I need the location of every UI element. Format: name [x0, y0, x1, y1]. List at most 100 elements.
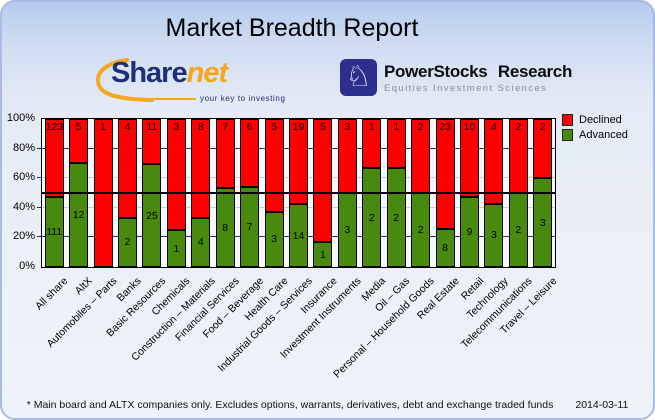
powerstocks-logo: ♘ PowerStocks Research Equities Investme…	[340, 59, 572, 96]
legend-label-advanced: Advanced	[579, 129, 628, 141]
declined-segment: 123	[44, 119, 64, 197]
y-tick-80	[37, 147, 42, 149]
legend-label-declined: Declined	[579, 114, 622, 126]
tagline-text: your key to investing	[200, 94, 286, 103]
advanced-count: 1	[320, 248, 326, 261]
footer: * Main board and ALTX companies only. Ex…	[2, 399, 653, 411]
advanced-count: 2	[393, 211, 400, 224]
advanced-segment: 2	[508, 193, 528, 267]
advanced-segment: 111	[44, 196, 64, 267]
advanced-segment: 2	[411, 193, 431, 267]
x-axis-labels: All share AltX Automobiles – Parts Banks Bas…	[33, 271, 559, 391]
powerstocks-badge: ♘	[340, 59, 377, 96]
declined-segment: 2	[533, 119, 553, 179]
declined-count: 4	[124, 121, 131, 133]
y-tick-label-60: 60%	[12, 171, 35, 184]
sharenet-wordmark: Sharenet	[111, 57, 228, 90]
bar-All share: 123 111	[44, 119, 64, 267]
y-axis-labels: 0% 20% 40% 60% 80% 100%	[2, 113, 37, 272]
declined-count: 5	[320, 121, 326, 133]
declined-segment: 1	[362, 119, 382, 169]
declined-count: 1	[368, 121, 375, 133]
declined-segment: 5	[69, 119, 89, 163]
declined-count: 10	[463, 121, 476, 133]
bar-Food – Beverage: 67	[240, 119, 260, 267]
chart-legend: Declined Advanced	[562, 114, 628, 144]
y-tick-label-40: 40%	[12, 200, 35, 213]
declined-count: 7	[222, 121, 229, 133]
legend-swatch-declined	[562, 114, 573, 126]
declined-count: 2	[515, 121, 522, 133]
declined-count: 8	[197, 121, 204, 133]
advanced-count: 7	[246, 220, 253, 233]
advanced-segment: 1	[166, 230, 186, 267]
declined-count: 23	[439, 121, 451, 133]
advanced-segment: 3	[533, 178, 553, 267]
advanced-segment: 12	[69, 162, 89, 267]
knight-icon: ♘	[345, 61, 372, 93]
declined-segment: 4	[484, 119, 504, 204]
bar-Investment Instruments: 33	[337, 119, 357, 267]
advanced-segment: 25	[142, 164, 162, 267]
advanced-segment: 2	[362, 168, 382, 267]
y-tick-40	[37, 206, 42, 208]
y-tick-20	[37, 236, 42, 238]
advanced-count: 2	[515, 223, 522, 236]
declined-segment: 11	[142, 119, 162, 165]
bar-Financial Services: 78	[215, 119, 235, 267]
advanced-segment: 4	[191, 217, 211, 267]
sharenet-logo: Sharenet your key to investing	[94, 56, 286, 106]
declined-segment: 3	[166, 119, 186, 230]
declined-segment: 2	[508, 119, 528, 193]
advanced-count: 2	[417, 223, 424, 236]
bar-Industrial Goods – Services: 19 14	[289, 119, 308, 267]
tagline-rule	[146, 97, 196, 100]
legend-item-declined: Declined	[562, 114, 628, 126]
y-tick-label-0: 0%	[19, 260, 35, 272]
powerstocks-subtitle: Equities Investment Sciences	[384, 82, 548, 94]
advanced-segment: 7	[240, 187, 260, 267]
declined-count: 5	[75, 121, 82, 133]
advanced-segment: 3	[264, 211, 284, 267]
footnote: * Main board and ALTX companies only. Ex…	[26, 399, 554, 411]
advanced-count: 9	[466, 225, 473, 238]
advanced-count: 14	[292, 229, 305, 242]
advanced-count: 3	[344, 223, 351, 236]
declined-segment: 6	[240, 119, 260, 188]
advanced-segment: 3	[484, 203, 504, 267]
legend-item-advanced: Advanced	[562, 129, 628, 141]
y-tick-60	[37, 177, 42, 179]
declined-count: 4	[491, 121, 497, 133]
sharenet-tagline: your key to investing	[146, 94, 286, 103]
advanced-count: 2	[368, 211, 375, 224]
advanced-segment: 9	[460, 196, 479, 267]
y-tick-label-20: 20%	[12, 230, 35, 243]
y-tick-label-80: 80%	[12, 141, 35, 154]
declined-segment: 4	[118, 119, 137, 218]
declined-count: 5	[271, 121, 277, 133]
report-date: 2014-03-11	[575, 399, 629, 411]
y-tick-label-100: 100%	[6, 112, 35, 124]
sharenet-word-share: Share	[111, 57, 188, 89]
advanced-segment: 8	[435, 228, 455, 267]
advanced-count: 12	[72, 208, 85, 221]
legend-swatch-advanced	[562, 129, 573, 141]
bar-Real Estate: 23 8	[435, 119, 455, 267]
declined-count: 123	[45, 121, 64, 133]
declined-count: 6	[246, 121, 253, 133]
advanced-count: 8	[442, 241, 448, 254]
powerstocks-text: PowerStocks Research Equities Investment…	[384, 62, 572, 94]
advanced-count: 1	[173, 242, 180, 255]
reference-line-50pct	[42, 192, 555, 194]
advanced-segment: 8	[215, 188, 235, 267]
declined-segment: 2	[411, 119, 431, 193]
declined-count: 3	[344, 121, 351, 133]
advanced-segment: 1	[313, 242, 333, 267]
declined-count: 11	[146, 121, 158, 133]
advanced-segment: 2	[118, 217, 137, 267]
advanced-count: 111	[46, 225, 63, 238]
declined-segment: 1	[386, 119, 406, 169]
